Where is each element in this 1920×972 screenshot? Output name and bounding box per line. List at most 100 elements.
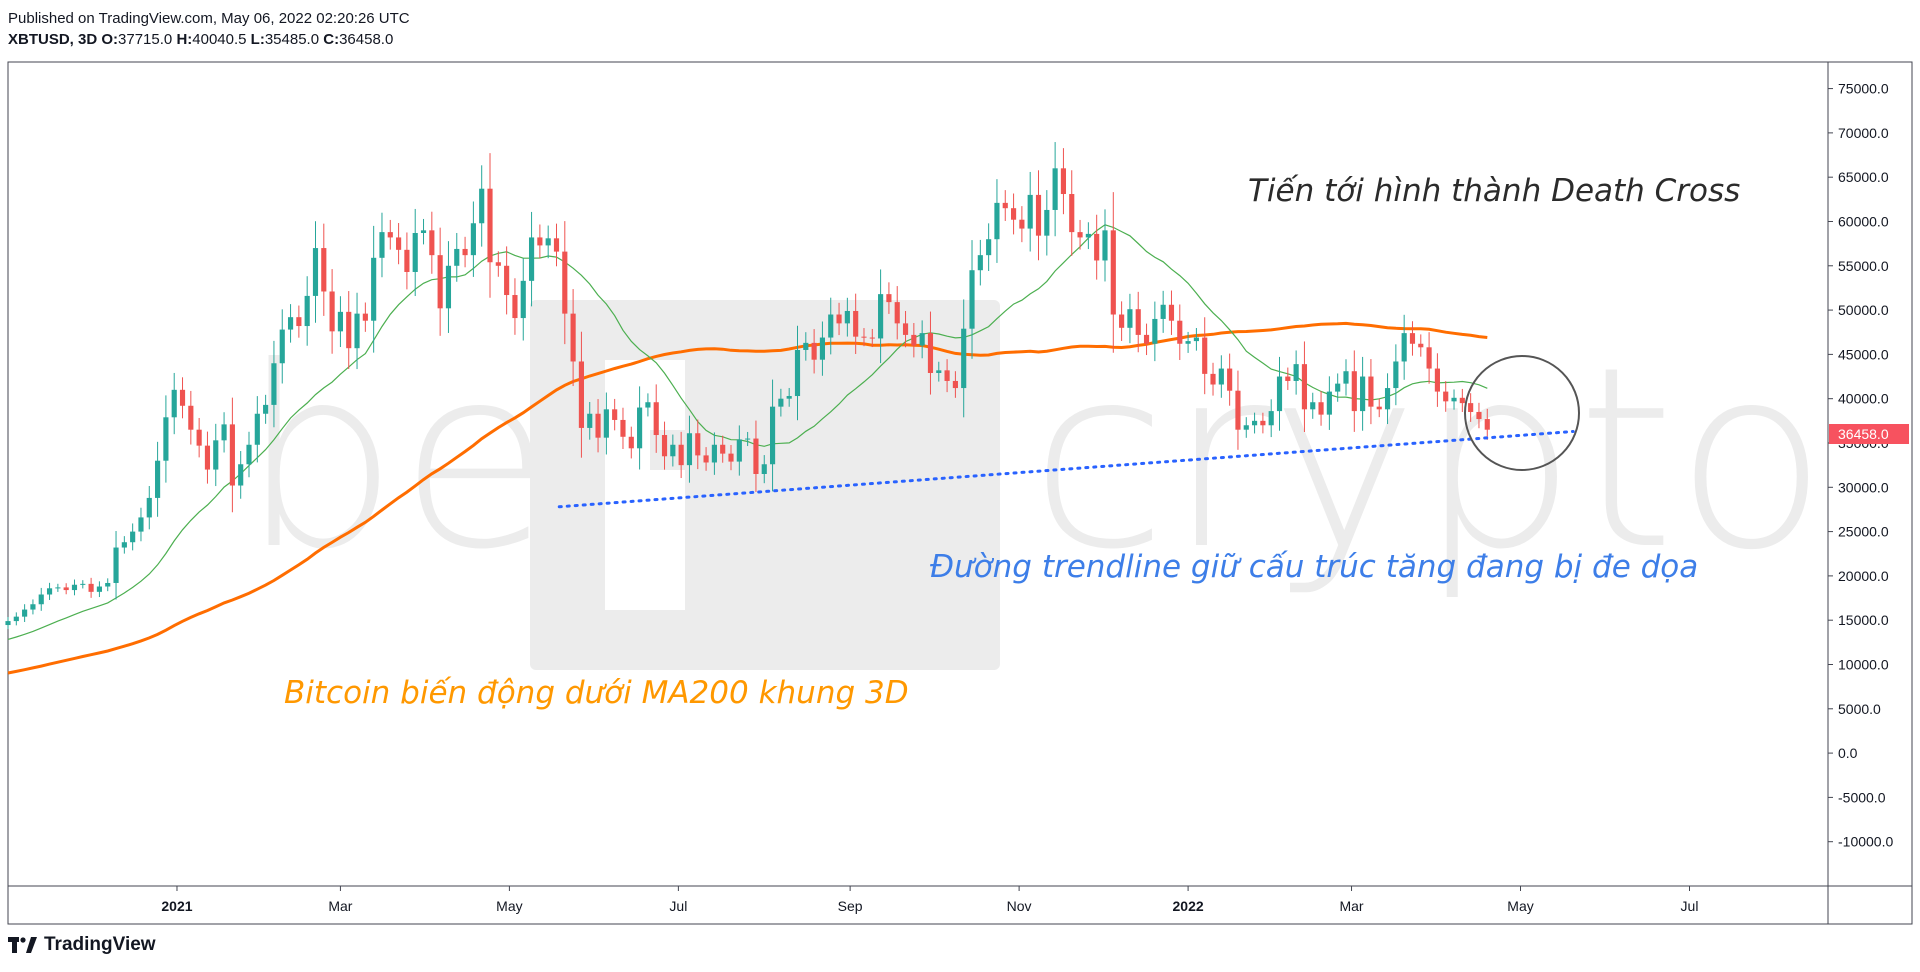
candle-body — [736, 439, 742, 462]
candle-body — [1168, 304, 1175, 321]
candle-body — [720, 444, 726, 454]
candle-body — [1019, 219, 1025, 229]
candle-body — [944, 370, 950, 381]
watermark-logo-cut — [605, 360, 685, 610]
x-tick-label: Nov — [1007, 898, 1032, 914]
candle-body — [196, 429, 202, 446]
candle-body — [113, 547, 119, 583]
candle-body — [1010, 208, 1017, 220]
candle-body — [794, 349, 801, 397]
symbol-label: XBTUSD, 3D — [8, 31, 98, 48]
candle-body — [678, 444, 684, 466]
y-tick-label: -5000.0 — [1838, 789, 1886, 805]
candle-body — [5, 621, 11, 626]
y-tick-label: 70000.0 — [1838, 125, 1889, 141]
candle-body — [1110, 230, 1116, 315]
candle-body — [836, 314, 842, 324]
candle-body — [695, 433, 701, 456]
y-tick-label: 5000.0 — [1838, 701, 1881, 717]
price-axis[interactable]: 75000.0 70000.0 65000.0 60000.0 55000.0 50000… — [1828, 81, 1893, 850]
candle-body — [1069, 194, 1075, 233]
candle-body — [1044, 209, 1050, 236]
candle-body — [803, 342, 809, 350]
candle-body — [728, 453, 734, 462]
candle-body — [761, 464, 767, 474]
candle-body — [886, 294, 892, 303]
candle-body — [495, 262, 501, 266]
candle-body — [296, 317, 302, 327]
candle-body — [703, 455, 709, 463]
candle-body — [1376, 406, 1382, 410]
candle-body — [1393, 361, 1399, 389]
chart-header: Published on TradingView.com, May 06, 20… — [8, 8, 410, 50]
candle-body — [304, 295, 310, 327]
candle-body — [1476, 411, 1482, 420]
candle-body — [878, 294, 884, 339]
candle-body — [745, 438, 751, 440]
candle-body — [1177, 320, 1183, 344]
candle-body — [1227, 368, 1233, 391]
candle-body — [487, 188, 493, 263]
candle-body — [412, 233, 418, 272]
x-tick-label: Jul — [1681, 898, 1699, 914]
watermark-left: be — [240, 313, 553, 604]
candle-body — [1401, 333, 1407, 362]
candle-body — [894, 302, 900, 324]
y-tick-label: 20000.0 — [1838, 568, 1889, 584]
candle-body — [1468, 403, 1474, 412]
annotation-death-cross: Tiến tới hình thành Death Cross — [1248, 173, 1740, 209]
candle-body — [1119, 314, 1125, 328]
candle-body — [587, 413, 593, 428]
low-value: 35485.0 — [264, 31, 320, 48]
candle-body — [138, 517, 144, 532]
candle-body — [1202, 337, 1208, 374]
candle-body — [163, 417, 169, 461]
candle-body — [371, 257, 377, 321]
candle-body — [936, 370, 942, 373]
candle-body — [63, 587, 69, 591]
candle-body — [420, 230, 427, 234]
candle-body — [80, 583, 86, 585]
annotation-ma200: Bitcoin biến động dưới MA200 khung 3D — [284, 675, 909, 711]
y-tick-label: 15000.0 — [1838, 612, 1889, 628]
candle-body — [504, 265, 510, 296]
candle-body — [1135, 309, 1141, 335]
candle-body — [246, 444, 252, 465]
candle-body — [362, 313, 368, 321]
candle-body — [1301, 364, 1308, 410]
candle-body — [612, 409, 618, 420]
open-value: 37715.0 — [118, 31, 173, 48]
candle-body — [1185, 341, 1191, 344]
candle-body — [1251, 420, 1258, 426]
high-label: H: — [176, 31, 193, 48]
y-tick-label: -10000.0 — [1838, 834, 1893, 850]
time-axis[interactable]: 2021 Mar May Jul Sep Nov 2022 Mar May Jul — [161, 886, 1698, 914]
last-price-tag: 36458.0 — [1829, 424, 1909, 444]
candle-body — [562, 251, 568, 314]
candle-body — [853, 310, 859, 337]
tradingview-icon — [8, 937, 37, 953]
y-tick-label: 50000.0 — [1838, 302, 1889, 318]
candle-body — [1326, 391, 1332, 415]
candle-body — [1418, 343, 1424, 348]
candle-body — [1384, 388, 1391, 410]
candle-body — [22, 609, 28, 617]
tradingview-logo[interactable]: TradingView — [8, 934, 156, 956]
candle-body — [229, 424, 235, 486]
candle-body — [387, 232, 393, 238]
candle-body — [1484, 419, 1490, 430]
x-tick-label: May — [1507, 898, 1533, 914]
candle-body — [570, 313, 576, 362]
candle-body — [637, 407, 643, 449]
candle-body — [661, 435, 668, 457]
candle-body — [927, 333, 934, 373]
y-tick-label: 55000.0 — [1838, 258, 1889, 274]
candle-body — [919, 333, 925, 346]
annotation-trendline: Đường trendline giữ cấu trúc tăng đang b… — [930, 549, 1698, 585]
candle-body — [977, 255, 983, 271]
x-tick-label: Jul — [669, 898, 687, 914]
close-value: 36458.0 — [339, 31, 394, 48]
candle-body — [986, 239, 992, 256]
candle-body — [686, 433, 693, 466]
